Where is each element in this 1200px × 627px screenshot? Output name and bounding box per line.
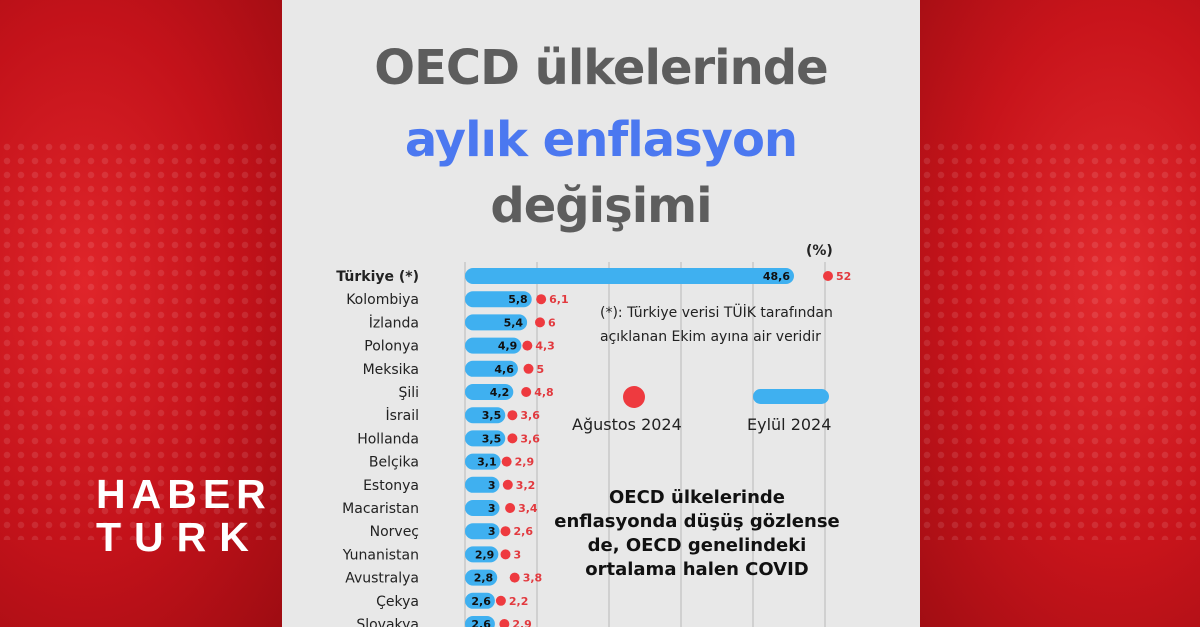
dot-value-estonya: 3,2 (516, 479, 536, 492)
dot-agustos-meksika (523, 363, 534, 374)
dot-value-yunanistan: 3 (514, 548, 522, 561)
dot-agustos-slovakya (499, 619, 510, 627)
bar-eylul-i-srail (465, 407, 506, 424)
dot-agustos-macaristan (505, 503, 516, 513)
bar-eylul-polonya (465, 337, 522, 354)
legend-september-label: Eylül 2024 (747, 415, 832, 434)
bar-eylul-estonya (465, 476, 500, 493)
bar-value-meksika: 4,6 (494, 363, 514, 376)
bar-value-polonya: 4,9 (498, 340, 517, 353)
dot-value-çekya: 2,2 (509, 595, 529, 608)
category-label-türkiye: Türkiye (*) (336, 269, 419, 285)
legend-september-bar (753, 389, 829, 404)
bar-value-slovakya: 2,6 (471, 618, 491, 627)
commentary-text: OECD ülkelerinde enflasyonda düşüş gözle… (554, 487, 840, 580)
turkey-data-note: (*): Türkiye verisi TÜİK tarafından açık… (600, 305, 833, 345)
dot-agustos-türkiye (823, 271, 833, 281)
dot-value-slovakya: 2,9 (512, 618, 532, 627)
bar-value-i-zlanda: 5,4 (504, 316, 524, 329)
bar-value-estonya: 3 (488, 479, 496, 492)
dot-agustos-i-zlanda (535, 317, 545, 328)
category-label-hollanda: Hollanda (357, 431, 419, 447)
dot-value-hollanda: 3,6 (520, 432, 540, 445)
bar-eylul-avustralya (465, 569, 498, 586)
dot-agustos-polonya (522, 340, 533, 351)
bar-value-macaristan: 3 (488, 502, 496, 515)
bar-eylul-i-zlanda (465, 314, 528, 331)
bar-eylul-şili (465, 384, 514, 400)
title-line3: değişimi (490, 178, 712, 234)
dot-value-belçika: 2,9 (515, 456, 535, 469)
bar-eylul-slovakya (465, 616, 495, 627)
dot-agustos-i-srail (507, 410, 518, 421)
dot-value-şili: 4,8 (534, 386, 554, 399)
unit-label: (%) (806, 243, 833, 259)
title-line1: OECD ülkelerinde (374, 40, 828, 96)
dot-value-macaristan: 3,4 (518, 502, 538, 515)
category-label-çekya: Çekya (376, 594, 419, 610)
category-label-norveç: Norveç (370, 524, 419, 540)
dot-agustos-estonya (502, 479, 513, 490)
dot-agustos-norveç (500, 526, 511, 537)
bar-eylul-çekya (465, 592, 495, 609)
bar-value-belçika: 3,1 (477, 456, 497, 469)
bar-value-türkiye: 48,6 (763, 270, 790, 283)
dot-value-türkiye: 52 (836, 270, 851, 283)
bar-eylul-norveç (465, 523, 500, 540)
category-label-belçika: Belçika (369, 455, 419, 471)
category-label-i-srail: İsrail (385, 406, 419, 424)
bar-value-çekya: 2,6 (471, 595, 491, 608)
category-label-şili: Şili (398, 385, 419, 401)
bar-value-yunanistan: 2,9 (475, 548, 495, 561)
category-label-slovakya: Slovakya (356, 617, 419, 627)
dot-agustos-yunanistan (500, 549, 511, 560)
bar-eylul-belçika (465, 453, 501, 470)
bar-eylul-macaristan (465, 500, 500, 516)
logo-line2: TURK (96, 514, 262, 560)
bar-eylul-kolombiya (465, 291, 532, 308)
bar-eylul-türkiye (465, 268, 794, 284)
bar-eylul-hollanda (465, 430, 506, 447)
haberturk-logo[interactable]: HABER TURK (96, 471, 272, 560)
dot-agustos-kolombiya (536, 294, 547, 305)
dot-value-avustralya: 3,8 (523, 572, 543, 585)
category-label-polonya: Polonya (364, 339, 419, 355)
bar-value-norveç: 3 (488, 525, 496, 538)
category-label-yunanistan: Yunanistan (342, 547, 419, 563)
background-left (0, 0, 282, 627)
dot-agustos-şili (521, 387, 532, 397)
dot-value-meksika: 5 (537, 363, 545, 376)
legend-august-dot (623, 386, 645, 408)
dot-value-i-srail: 3,6 (520, 409, 540, 422)
bar-value-şili: 4,2 (490, 386, 510, 399)
dot-value-kolombiya: 6,1 (549, 293, 569, 306)
bar-eylul-meksika (465, 360, 518, 377)
infographic-panel: OECD ülkelerinde aylık enflasyon değişim… (282, 0, 920, 627)
legend-august-label: Ağustos 2024 (572, 415, 682, 434)
bar-value-kolombiya: 5,8 (508, 293, 527, 306)
dot-agustos-hollanda (507, 433, 518, 444)
category-label-i-zlanda: İzlanda (369, 313, 419, 331)
title-line2: aylık enflasyon (404, 112, 798, 168)
dot-agustos-çekya (495, 595, 506, 606)
dot-value-polonya: 4,3 (535, 340, 555, 353)
category-label-kolombiya: Kolombiya (346, 292, 419, 308)
dot-agustos-belçika (501, 456, 512, 467)
inflation-bar-chart: Türkiye (*) 48,6 52 Kolombiya 5,8 6,1 İzlanda 5… (336, 262, 851, 627)
bar-value-avustralya: 2,8 (474, 572, 494, 585)
logo-line1: HABER (96, 471, 272, 517)
bar-eylul-yunanistan (465, 546, 499, 563)
dot-value-i-zlanda: 6 (548, 316, 556, 329)
category-label-macaristan: Macaristan (342, 501, 419, 517)
bar-value-i-srail: 3,5 (482, 409, 502, 422)
background-right (920, 0, 1200, 627)
category-label-estonya: Estonya (363, 478, 419, 494)
bar-value-hollanda: 3,5 (482, 432, 502, 445)
dot-agustos-avustralya (509, 572, 520, 583)
dot-value-norveç: 2,6 (514, 525, 534, 538)
category-label-meksika: Meksika (363, 362, 419, 378)
category-label-avustralya: Avustralya (345, 571, 419, 587)
